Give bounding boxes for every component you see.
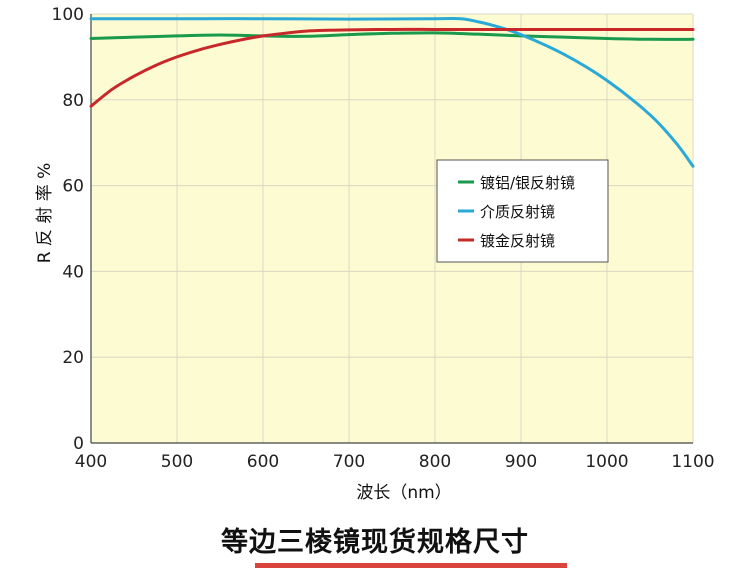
x-tick-label: 1100 — [671, 452, 714, 472]
y-tick-label: 80 — [62, 91, 84, 111]
x-tick-label: 600 — [247, 452, 279, 472]
x-tick-label: 700 — [333, 452, 365, 472]
y-tick-label: 40 — [62, 262, 84, 282]
y-tick-label: 0 — [73, 434, 84, 454]
caption: 等边三棱镜现货规格尺寸 — [221, 527, 529, 558]
legend-entry: 镀铝/银反射镜 — [480, 174, 575, 192]
y-tick-label: 20 — [62, 348, 84, 368]
x-tick-label: 1000 — [585, 452, 628, 472]
y-tick-label: 60 — [62, 177, 84, 197]
x-tick-label: 900 — [505, 452, 537, 472]
x-tick-label: 500 — [161, 452, 193, 472]
y-tick-label: 100 — [52, 5, 84, 25]
x-axis-label: 波长（nm） — [356, 483, 451, 503]
axes — [90, 14, 693, 444]
series-line-1 — [89, 16, 695, 168]
x-tick-label: 800 — [419, 452, 451, 472]
legend-entry: 镀金反射镜 — [480, 232, 555, 250]
caption-underline — [255, 563, 567, 568]
x-tick-labels: 400 500 600 700 800 900 1000 1100 — [75, 452, 715, 472]
y-axis-label: R 反 射 率 % — [35, 163, 55, 264]
chart: 400 500 600 700 800 900 1000 1100 020406080100 … — [35, 5, 715, 503]
legend-entry: 介质反射镜 — [480, 203, 555, 221]
x-tick-label: 400 — [75, 452, 107, 472]
y-tick-labels: 0 20 40 60 80 100 — [52, 5, 84, 454]
series-line-2 — [89, 27, 695, 108]
series-line-0 — [89, 31, 695, 41]
series-lines — [89, 16, 695, 168]
